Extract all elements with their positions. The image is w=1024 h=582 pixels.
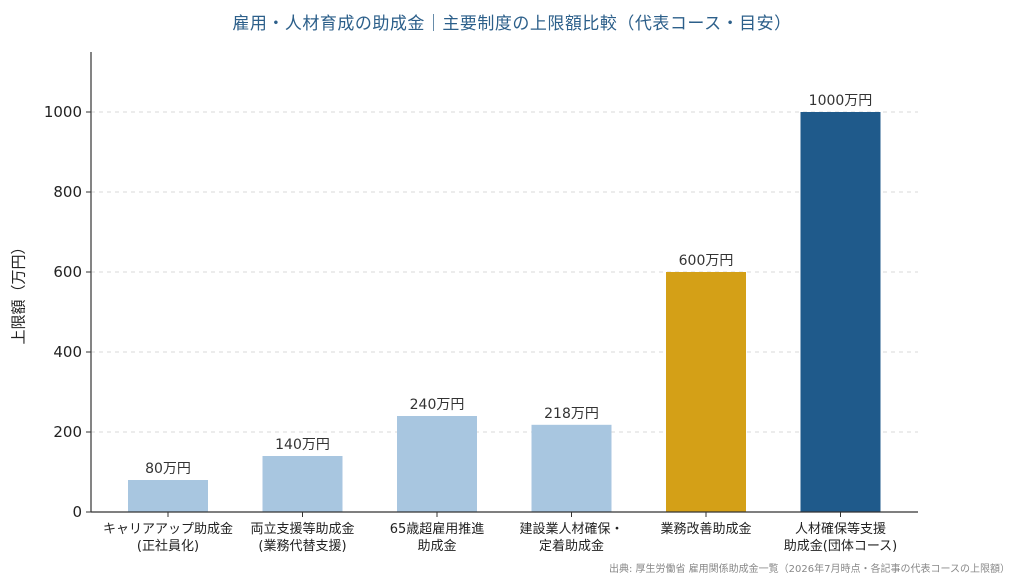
y-tick-label: 400 (53, 343, 82, 361)
x-tick-label: 定着助成金 (539, 538, 604, 554)
x-tick-label: キャリアアップ助成金 (103, 521, 233, 537)
x-tick-label: 助成金 (417, 538, 456, 554)
y-tick-label: 600 (53, 263, 82, 281)
y-tick-label: 800 (53, 183, 82, 201)
bar (666, 272, 746, 512)
x-tick-label: (業務代替支援) (258, 538, 346, 554)
bar-data-label: 600万円 (679, 253, 734, 269)
bar (262, 456, 343, 512)
x-tick-label: 65歳超雇用推進 (390, 521, 485, 537)
x-tick-label: 業務改善助成金 (660, 521, 751, 537)
x-tick-label: 助成金(団体コース) (784, 538, 898, 554)
x-tick-label: (正社員化) (137, 538, 199, 554)
bar (800, 112, 881, 512)
x-tick-label: 両立支援等助成金 (250, 521, 354, 537)
bar (128, 480, 208, 512)
y-tick-label: 1000 (44, 103, 82, 121)
bars (128, 112, 881, 512)
bar-data-label: 80万円 (145, 461, 191, 477)
bar-data-label: 1000万円 (809, 93, 873, 109)
bar (531, 424, 612, 512)
chart-title: 雇用・人材育成の助成金｜主要制度の上限額比較（代表コース・目安） (232, 14, 792, 34)
source-note: 出典: 厚生労働省 雇用関係助成金一覧（2026年7月時点・各記事の代表コースの… (608, 564, 1010, 575)
x-tick-label: 建設業人材確保・ (519, 521, 623, 537)
bar-data-label: 140万円 (275, 437, 330, 453)
axes (86, 52, 918, 517)
gridlines (91, 111, 918, 433)
bar (397, 416, 477, 512)
x-tick-label: 人材確保等支援 (795, 521, 886, 537)
y-tick-label: 200 (53, 423, 82, 441)
bar-data-label: 218万円 (544, 406, 599, 422)
y-tick-label: 0 (72, 503, 82, 521)
bar-data-label: 240万円 (410, 397, 465, 413)
